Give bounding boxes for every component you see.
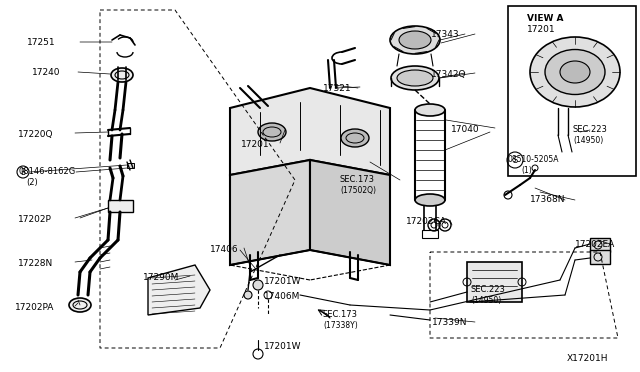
- Text: 17339N: 17339N: [432, 318, 467, 327]
- Text: 17201W: 17201W: [264, 342, 301, 351]
- Polygon shape: [230, 88, 390, 175]
- Text: 17201W: 17201W: [264, 277, 301, 286]
- Ellipse shape: [391, 66, 439, 90]
- Bar: [467, 262, 522, 302]
- Ellipse shape: [397, 70, 433, 86]
- Ellipse shape: [560, 61, 590, 83]
- Text: (17338Y): (17338Y): [323, 321, 358, 330]
- Circle shape: [244, 291, 252, 299]
- Text: 08146-8162G: 08146-8162G: [18, 167, 76, 176]
- Text: (1): (1): [521, 166, 532, 175]
- Text: B: B: [20, 167, 26, 176]
- Ellipse shape: [399, 31, 431, 49]
- Ellipse shape: [341, 129, 369, 147]
- Text: 17201: 17201: [527, 25, 556, 34]
- Text: (14950): (14950): [573, 136, 604, 145]
- Bar: [508, 6, 636, 176]
- Text: 17220Q: 17220Q: [18, 130, 54, 139]
- Ellipse shape: [69, 298, 91, 312]
- Ellipse shape: [530, 37, 620, 107]
- Text: 17368N: 17368N: [530, 195, 566, 204]
- Circle shape: [253, 280, 263, 290]
- Text: S: S: [513, 155, 518, 164]
- Text: SEC.173: SEC.173: [323, 310, 358, 319]
- Bar: [590, 250, 610, 264]
- Bar: [590, 238, 610, 252]
- Text: 17228N: 17228N: [18, 259, 53, 268]
- Polygon shape: [310, 160, 390, 265]
- Text: SEC.223: SEC.223: [471, 285, 506, 294]
- Text: 17321: 17321: [323, 84, 351, 93]
- Text: 17290M: 17290M: [143, 273, 179, 282]
- Text: 08510-5205A: 08510-5205A: [508, 155, 559, 164]
- Text: VIEW A: VIEW A: [527, 14, 563, 23]
- Ellipse shape: [545, 49, 605, 94]
- Ellipse shape: [111, 68, 133, 82]
- Text: 17040: 17040: [451, 125, 479, 134]
- Text: 17342Q: 17342Q: [431, 70, 467, 79]
- Text: 17202PA: 17202PA: [15, 303, 54, 312]
- Text: 17343: 17343: [431, 30, 460, 39]
- Ellipse shape: [415, 194, 445, 206]
- Text: (2): (2): [26, 178, 38, 187]
- Bar: [127, 163, 134, 168]
- Ellipse shape: [258, 123, 286, 141]
- Text: (17502Q): (17502Q): [340, 186, 376, 195]
- Bar: [422, 230, 438, 238]
- Text: SEC.223: SEC.223: [573, 125, 608, 134]
- Text: 17202EA: 17202EA: [575, 240, 615, 249]
- Bar: [108, 200, 133, 212]
- Text: X17201H: X17201H: [567, 354, 609, 363]
- Text: 17406M: 17406M: [264, 292, 300, 301]
- Text: 17406: 17406: [210, 245, 239, 254]
- Text: 17202CA: 17202CA: [406, 217, 447, 226]
- Text: 17240: 17240: [32, 68, 61, 77]
- Text: 17201: 17201: [241, 140, 269, 149]
- Ellipse shape: [415, 104, 445, 116]
- Text: 17202P: 17202P: [18, 215, 52, 224]
- Ellipse shape: [390, 26, 440, 54]
- Text: (14950): (14950): [471, 296, 501, 305]
- Text: SEC.173: SEC.173: [340, 175, 375, 184]
- Polygon shape: [148, 265, 210, 315]
- Text: 17251: 17251: [27, 38, 56, 47]
- Polygon shape: [230, 160, 310, 265]
